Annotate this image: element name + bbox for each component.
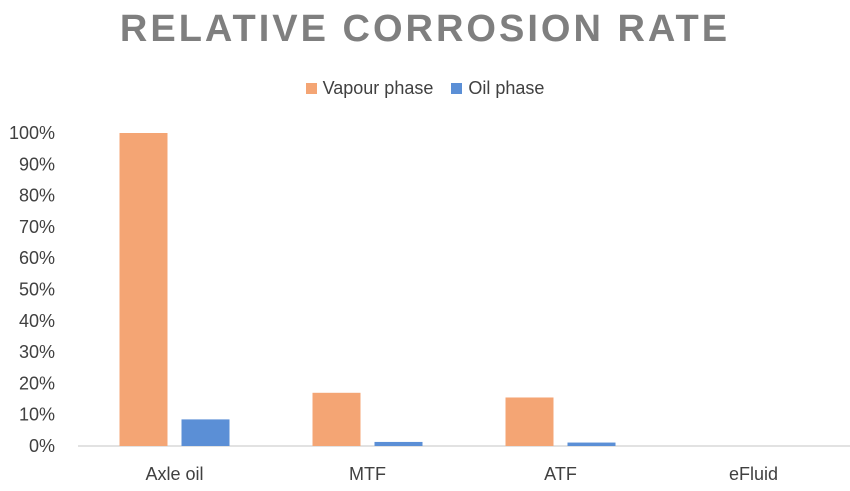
y-tick-label: 90% (19, 154, 55, 174)
y-tick-label: 30% (19, 342, 55, 362)
y-tick-label: 100% (9, 123, 55, 143)
x-category-label: ATF (544, 464, 577, 484)
chart-title: RELATIVE CORROSION RATE (119, 8, 731, 50)
y-tick-label: 70% (19, 217, 55, 237)
y-tick-label: 40% (19, 311, 55, 331)
x-category-label: Axle oil (145, 464, 203, 484)
y-tick-label: 10% (19, 405, 55, 425)
y-tick-label: 50% (19, 280, 55, 300)
legend-swatch-vapour-phase (305, 82, 317, 94)
legend-item-vapour-phase: Vapour phase (305, 77, 434, 99)
x-category-label: MTF (349, 464, 386, 484)
x-category-label: eFluid (729, 464, 778, 484)
y-tick-label: 0% (29, 436, 55, 456)
legend-swatch-oil-phase (451, 82, 463, 94)
bar-oil-phase (374, 441, 423, 446)
legend-item-oil-phase: Oil phase (451, 78, 544, 99)
y-tick-label: 60% (19, 248, 55, 268)
legend: Vapour phase Oil phase (0, 76, 850, 100)
bar-oil-phase (181, 419, 230, 446)
bar-vapour-phase (312, 392, 361, 446)
y-tick-label: 80% (19, 186, 55, 206)
bar-vapour-phase (119, 133, 168, 446)
bar-oil-phase (567, 442, 616, 446)
legend-label-oil-phase: Oil phase (468, 77, 545, 98)
bar-vapour-phase (505, 397, 554, 446)
legend-label-vapour-phase: Vapour phase (322, 77, 434, 98)
y-tick-label: 20% (19, 373, 55, 393)
